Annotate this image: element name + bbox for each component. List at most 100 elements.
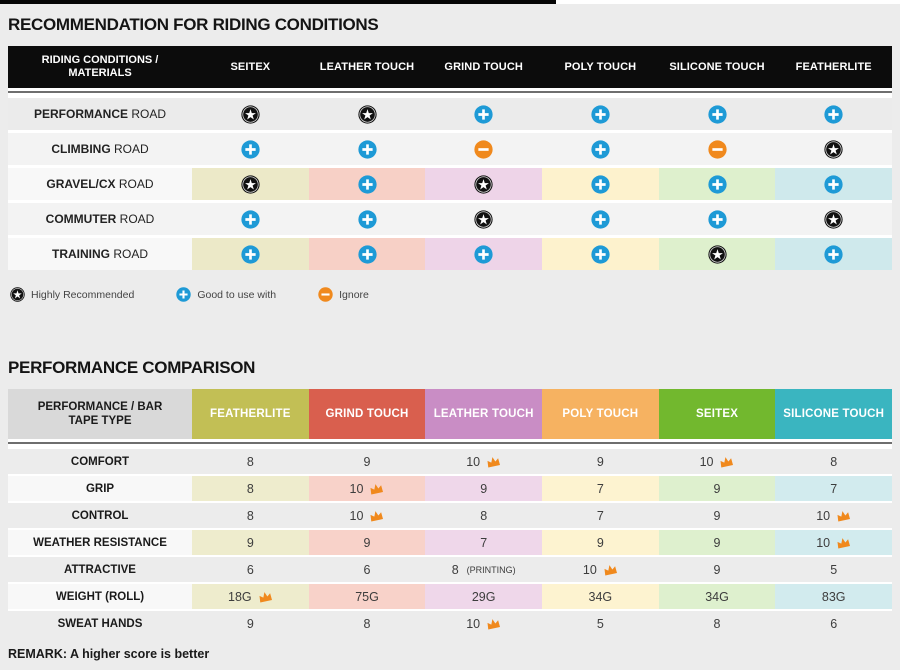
score-cell: 10	[658, 449, 776, 474]
material-column-header-silicone-touch: SILICONE TOUCH	[669, 61, 765, 73]
legend-item-good-to-use-with: Good to use with	[176, 287, 276, 302]
good-to-use-plus-icon	[591, 139, 610, 159]
score-value: 7	[480, 535, 488, 550]
performance-row-sweat-hands: SWEAT HANDS 9 8 10 5 8 6	[8, 611, 893, 636]
riding-conditions-table: RIDING CONDITIONS / MATERIALS SEITEX LEAT…	[8, 46, 893, 270]
recommendation-cell	[775, 238, 893, 270]
score-value: 8 (PRINTING)	[451, 562, 516, 577]
recommendation-cell	[425, 238, 543, 270]
performance-row-label: WEIGHT (ROLL)	[8, 584, 192, 609]
riding-row-label: PERFORMANCE ROAD	[8, 98, 192, 130]
score-cell: 10	[775, 503, 893, 528]
good-to-use-plus-icon	[824, 104, 843, 124]
score-value: 9	[363, 535, 371, 550]
score-cell: 7	[542, 476, 659, 501]
legend-label: Highly Recommended	[31, 288, 135, 301]
legend-label: Good to use with	[197, 288, 277, 301]
score-cell: 9	[658, 530, 776, 555]
highly-recommended-star-icon	[824, 139, 843, 159]
score-value: 10	[583, 563, 618, 577]
score-cell: 9	[542, 530, 659, 555]
score-cell: 5	[775, 557, 893, 582]
performance-row-weather-resistance: WEATHER RESISTANCE 9 9 7 9 9 10	[8, 530, 893, 555]
performance-comparison-table-body: COMFORT 8 9 10 9 10 8 GRIP 8 10 9 7 9 7 CONTROL 8 10 8 7 9 1…	[8, 449, 893, 636]
best-score-crown-icon	[718, 455, 734, 468]
recommendation-cell	[192, 98, 309, 130]
score-cell: 8	[775, 449, 893, 474]
ignore-minus-icon	[707, 139, 727, 159]
score-value: 10	[466, 455, 501, 469]
score-cell: 9	[658, 476, 776, 501]
performance-comparison-table-header: PERFORMANCE / BAR TAPE TYPE FEATHERLITE G…	[8, 389, 893, 439]
good-to-use-plus-icon	[591, 174, 610, 194]
score-value: 29G	[471, 589, 496, 604]
good-to-use-plus-icon	[357, 209, 377, 229]
good-to-use-plus-icon	[707, 174, 727, 194]
highly-recommended-star-icon	[474, 209, 493, 229]
score-cell: 6	[775, 611, 893, 636]
score-cell: 8	[192, 449, 309, 474]
material-column-header-leather-touch: LEATHER TOUCH	[319, 61, 415, 73]
good-to-use-plus-icon	[241, 209, 260, 229]
performance-row-grip: GRIP 8 10 9 7 9 7	[8, 476, 893, 501]
score-cell: 9	[308, 530, 426, 555]
score-value: 8	[713, 616, 721, 631]
riding-row-label: CLIMBING ROAD	[8, 133, 192, 165]
score-value: 10	[466, 617, 501, 631]
recommendation-cell	[658, 133, 776, 165]
recommendation-cell	[542, 203, 659, 235]
score-value: 5	[830, 562, 838, 577]
best-score-crown-icon	[835, 509, 851, 522]
score-value: 9	[713, 508, 721, 523]
score-cell: 75G	[308, 584, 426, 609]
best-score-crown-icon	[368, 509, 384, 522]
performance-row-label: GRIP	[8, 476, 192, 501]
score-value: 9	[246, 616, 254, 631]
recommendation-cell	[658, 98, 776, 130]
score-cell: 8	[658, 611, 776, 636]
riding-row-training: TRAINING ROAD	[8, 238, 893, 270]
performance-row-label: SWEAT HANDS	[8, 611, 192, 636]
score-value: 7	[596, 481, 604, 496]
score-cell: 10	[425, 449, 543, 474]
material-column-header-poly-touch: POLY TOUCH	[564, 61, 637, 73]
good-to-use-plus-icon	[474, 104, 493, 124]
riding-row-commuter: COMMUTER ROAD	[8, 203, 893, 235]
score-cell: 8	[308, 611, 426, 636]
recommendation-cell	[425, 203, 543, 235]
performance-row-weight-roll: WEIGHT (ROLL) 18G 75G 29G 34G 34G 83G	[8, 584, 893, 609]
score-value: 5	[596, 616, 604, 631]
score-value: 9	[246, 535, 254, 550]
performance-row-comfort: COMFORT 8 9 10 9 10 8	[8, 449, 893, 474]
recommendation-cell	[775, 168, 893, 200]
score-value: 8	[246, 508, 254, 523]
good-to-use-plus-icon	[241, 139, 260, 159]
score-value: 34G	[705, 589, 729, 604]
riding-conditions-corner-header: RIDING CONDITIONS / MATERIALS	[41, 54, 159, 79]
bar-tape-column-header-featherlite: FEATHERLITE	[192, 389, 309, 439]
highly-recommended-star-icon	[357, 104, 377, 124]
good-to-use-plus-icon	[591, 209, 610, 229]
legend-item-ignore: Ignore	[318, 287, 369, 302]
score-value: 9	[713, 535, 721, 550]
material-column-header-featherlite: FEATHERLITE	[795, 61, 872, 73]
bar-tape-column-header-poly-touch: POLY TOUCH	[542, 389, 659, 439]
good-to-use-plus-icon	[707, 104, 727, 124]
recommendation-cell	[308, 133, 426, 165]
riding-row-label: GRAVEL/CX ROAD	[8, 168, 192, 200]
recommendation-cell	[775, 133, 893, 165]
recommendation-cell	[308, 168, 426, 200]
good-to-use-plus-icon	[824, 244, 843, 264]
top-divider-black-segment	[0, 0, 556, 4]
ignore-minus-icon	[318, 287, 333, 302]
score-value: 9	[596, 454, 604, 469]
score-cell: 8	[425, 503, 543, 528]
good-to-use-plus-icon	[824, 174, 843, 194]
riding-conditions-title: RECOMMENDATION FOR RIDING CONDITIONS	[8, 15, 379, 34]
highly-recommended-star-icon	[241, 104, 260, 124]
score-cell: 18G	[192, 584, 309, 609]
highly-recommended-star-icon	[824, 209, 843, 229]
score-value: 8	[246, 481, 254, 496]
bar-tape-column-header-leather-touch: LEATHER TOUCH	[425, 389, 543, 439]
score-cell: 10	[425, 611, 543, 636]
